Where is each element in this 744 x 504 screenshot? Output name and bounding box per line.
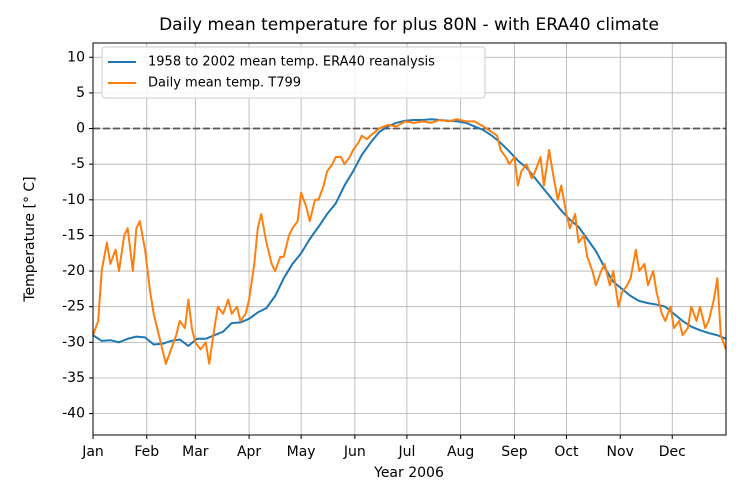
series-line	[92, 118, 727, 365]
plot-frame	[92, 42, 727, 436]
y-tick-label: -10	[62, 192, 85, 208]
x-tick-label: Oct	[554, 444, 579, 460]
y-tick-label: -20	[62, 263, 85, 279]
x-tick-label: Feb	[134, 444, 159, 460]
legend-label: Daily mean temp. T799	[148, 76, 301, 91]
x-tick-label: Jan	[81, 444, 104, 460]
y-tick-label: 0	[76, 121, 85, 137]
y-tick-label: 5	[76, 85, 85, 101]
x-axis-label: Year 2006	[373, 465, 444, 481]
legend-box	[101, 46, 486, 99]
x-tick-label: May	[287, 444, 316, 460]
x-tick-label: Aug	[447, 444, 474, 460]
y-tick-label: -15	[62, 227, 85, 243]
series-line	[92, 118, 727, 347]
y-tick-label: -35	[62, 370, 85, 386]
y-tick-label: 10	[67, 49, 85, 65]
y-tick-label: -25	[62, 299, 85, 315]
y-axis-label: Temperature [° C]	[22, 176, 38, 302]
y-tick-label: -5	[71, 156, 85, 172]
x-tick-label: Jul	[397, 444, 415, 460]
x-tick-label: Sep	[501, 444, 528, 460]
x-tick-label: Apr	[237, 444, 261, 460]
x-tick-label: Mar	[182, 444, 209, 460]
legend: 1958 to 2002 mean temp. ERA40 reanalysis…	[101, 46, 486, 99]
x-tick-label: Nov	[607, 444, 634, 460]
x-tick-label: Dec	[659, 444, 686, 460]
y-tick-label: -40	[62, 406, 85, 422]
x-tick-label: Jun	[343, 444, 366, 460]
chart-title: Daily mean temperature for plus 80N - wi…	[159, 15, 659, 35]
y-tick-label: -30	[62, 334, 85, 350]
legend-label: 1958 to 2002 mean temp. ERA40 reanalysis	[148, 55, 435, 70]
